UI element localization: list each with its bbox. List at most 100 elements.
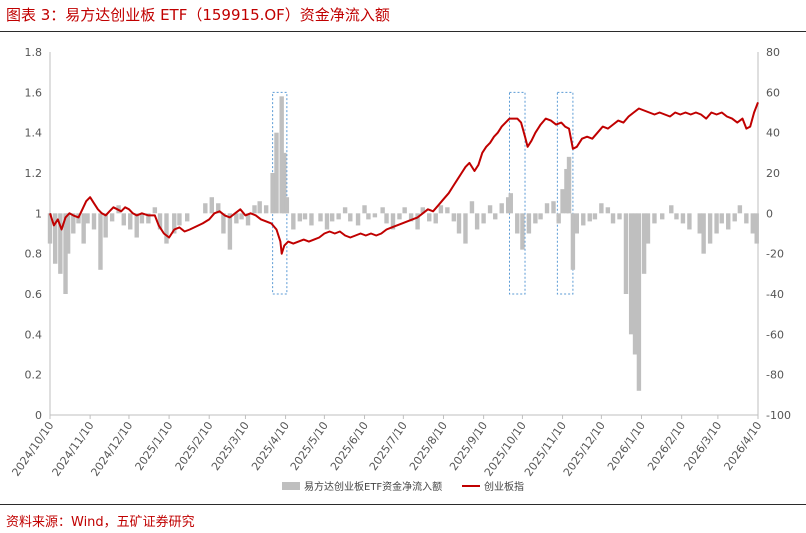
net-inflow-bar: [157, 213, 163, 230]
net-inflow-bar: [744, 213, 749, 224]
net-inflow-bar: [754, 213, 759, 244]
net-inflow-bar: [445, 207, 450, 214]
net-inflow-bar: [284, 197, 290, 214]
net-inflow-bar: [203, 203, 208, 214]
highlight-windows: [272, 91, 574, 295]
net-inflow-bar: [52, 213, 58, 264]
net-inflow-bar: [408, 213, 414, 222]
net-inflow-bar: [415, 213, 420, 230]
net-inflow-bar: [234, 213, 239, 224]
x-tick-label: 2025/7/10: [367, 419, 410, 473]
right-tick-label: 0: [766, 207, 773, 220]
right-tick-label: 40: [766, 127, 780, 140]
x-tick-label: 2025/3/10: [209, 419, 252, 473]
net-inflow-bar: [617, 213, 622, 220]
net-inflow-bar: [737, 205, 743, 214]
source-note: 资料来源：Wind，五矿证券研究: [6, 515, 195, 530]
net-inflow-bar: [324, 213, 330, 230]
net-inflow-bar: [610, 213, 616, 224]
net-inflow-bar: [402, 207, 407, 214]
net-inflow-bar: [533, 213, 538, 224]
net-inflow-bar: [669, 205, 674, 214]
net-inflow-bar: [336, 213, 341, 220]
net-inflow-bar: [270, 173, 275, 214]
net-inflow-bar: [348, 213, 353, 222]
left-tick-label: 0: [35, 409, 42, 422]
net-inflow-bar: [355, 213, 361, 226]
net-inflow-bar: [636, 213, 642, 391]
x-tick-label: 2026/1/10: [605, 419, 648, 473]
net-inflow-bar: [128, 213, 133, 230]
x-tick-label: 2025/8/10: [407, 419, 450, 473]
net-inflow-bar: [366, 213, 371, 220]
net-inflow-bar: [184, 213, 190, 222]
net-inflow-bar: [581, 213, 586, 226]
left-tick-label: 1: [35, 207, 42, 220]
net-inflow-bar: [390, 213, 396, 230]
left-tick-label: 1.2: [25, 167, 43, 180]
net-inflow-bar: [58, 213, 63, 274]
net-inflow-bar: [427, 213, 432, 222]
net-inflow-bar: [221, 213, 226, 234]
left-tick-label: 0.2: [25, 369, 43, 382]
net-inflow-bar: [397, 213, 402, 220]
left-tick-label: 0.8: [25, 248, 43, 261]
x-axis-ticks: 2024/10/102024/11/102024/12/102025/1/102…: [9, 415, 764, 479]
net-inflow-bar: [469, 201, 475, 214]
net-inflow-bar: [538, 213, 543, 220]
net-inflow-bar: [91, 213, 97, 230]
x-tick-label: 2025/4/10: [249, 419, 292, 473]
net-inflow-bar: [493, 213, 498, 220]
net-inflow-bar: [291, 213, 296, 230]
right-tick-label: -40: [766, 288, 784, 301]
right-tick-label: 80: [766, 46, 780, 59]
net-inflow-bar: [209, 197, 214, 214]
net-inflow-bar: [121, 213, 126, 226]
right-tick-label: 60: [766, 86, 780, 99]
net-inflow-bar: [103, 213, 108, 238]
right-tick-label: -60: [766, 328, 784, 341]
net-inflow-bar: [592, 213, 598, 220]
net-inflow-bar: [456, 213, 462, 234]
net-inflow-bar: [599, 203, 604, 214]
net-inflow-bar: [252, 205, 257, 214]
net-inflow-bar: [65, 213, 71, 254]
right-tick-label: -80: [766, 369, 784, 382]
left-tick-label: 1.4: [25, 127, 43, 140]
net-inflow-bar: [302, 213, 308, 220]
net-inflow-bar: [342, 207, 348, 214]
net-inflow-bar: [641, 213, 647, 274]
left-tick-label: 1.6: [25, 86, 43, 99]
x-tick-label: 2025/5/10: [288, 419, 331, 473]
footer-divider: [0, 504, 806, 505]
net-inflow-bar: [707, 213, 713, 244]
net-inflow-bar: [245, 213, 251, 226]
net-inflow-bar: [628, 213, 634, 335]
net-inflow-bar: [239, 213, 244, 220]
net-inflow-bar: [216, 203, 221, 214]
net-inflow-bar: [515, 213, 520, 234]
net-inflow-bar: [85, 213, 90, 224]
x-tick-label: 2025/6/10: [328, 419, 371, 473]
highlight-window: [556, 91, 574, 295]
highlight-window: [508, 91, 526, 295]
net-inflow-bar: [257, 201, 262, 214]
net-inflow-bar: [660, 213, 665, 220]
net-inflow-bar: [732, 213, 737, 222]
net-inflow-bar: [98, 213, 103, 270]
net-inflow-bar: [433, 213, 438, 224]
net-inflow-bar: [556, 213, 561, 224]
net-inflow-bar: [172, 213, 177, 234]
net-inflow-bar: [362, 205, 367, 214]
net-inflow-bar: [652, 213, 657, 224]
left-axis-ticks: 0 0.2 0.4 0.6 0.8 1 1.2 1.4 1.6 1.8: [25, 46, 43, 422]
net-inflow-bar: [697, 213, 702, 234]
net-inflow-bar: [329, 213, 335, 222]
net-inflow-bar: [309, 213, 314, 226]
legend: 易方达创业板ETF资金净流入额 创业板指: [282, 480, 524, 493]
net-inflow-bar: [487, 205, 493, 214]
net-inflow-bar: [714, 213, 719, 234]
net-inflow-bar: [109, 213, 115, 222]
net-inflow-bar: [81, 213, 86, 244]
legend-label-bars: 易方达创业板ETF资金净流入额: [304, 480, 442, 493]
